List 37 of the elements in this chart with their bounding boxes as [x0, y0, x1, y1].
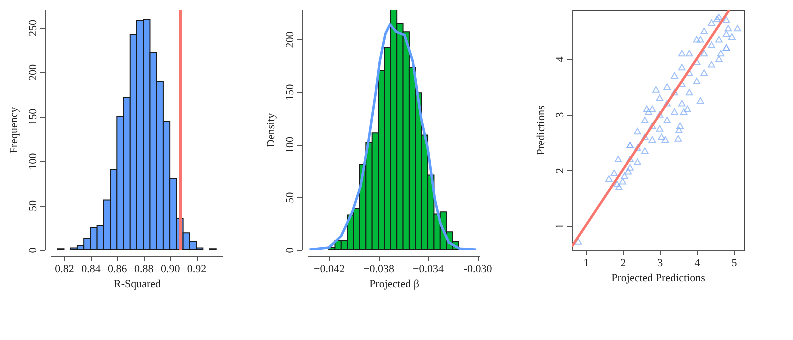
x-tick-label: 1	[584, 258, 590, 270]
y-tick-label: 0	[28, 247, 40, 254]
x-tick-label: −0.038	[364, 264, 395, 276]
x-tick-label: 0.92	[187, 264, 207, 276]
y-tick-label: 150	[28, 108, 40, 126]
x-tick-label: 0.86	[108, 264, 128, 276]
x-tick-label: 3	[658, 258, 664, 270]
x-axis-title: Projected β	[370, 278, 420, 290]
x-tick-label: -0.030	[464, 264, 493, 276]
y-tick-label: 100	[284, 136, 296, 154]
y-tick-label: 3	[554, 112, 566, 118]
y-axis-title: Predictions	[536, 106, 548, 156]
y-tick-label: 200	[284, 31, 296, 48]
line-series	[308, 23, 478, 250]
y-axis-title: Density	[266, 112, 278, 148]
x-tick-label: 0.84	[82, 264, 102, 276]
y-tick-label: 0	[284, 247, 296, 254]
x-axis-title: R-Squared	[114, 278, 162, 290]
y-tick-label: 4	[554, 56, 566, 62]
y-axis-title: Frequency	[8, 106, 20, 154]
x-tick-label: 0.88	[134, 264, 154, 276]
x-axis-title: Projected Predictions	[612, 272, 706, 284]
x-tick-label: 4	[694, 258, 701, 270]
x-tick-label: 0.90	[160, 264, 181, 276]
y-tick-label: 50	[28, 200, 40, 212]
x-tick-label: 2	[620, 258, 626, 270]
x-tick-label: 5	[732, 258, 738, 270]
y-tick-label: 100	[28, 152, 40, 170]
x-tick-label: −0.034	[413, 264, 444, 276]
y-tick-label: 1	[554, 224, 566, 230]
y-tick-label: 50	[284, 192, 296, 204]
x-tick-label: −0.042	[314, 264, 346, 276]
y-tick-label: 2	[554, 168, 566, 174]
y-tick-label: 200	[28, 64, 40, 81]
x-tick-label: 0.82	[55, 264, 74, 276]
y-tick-label: 150	[284, 84, 296, 101]
y-tick-label: 250	[28, 20, 40, 37]
